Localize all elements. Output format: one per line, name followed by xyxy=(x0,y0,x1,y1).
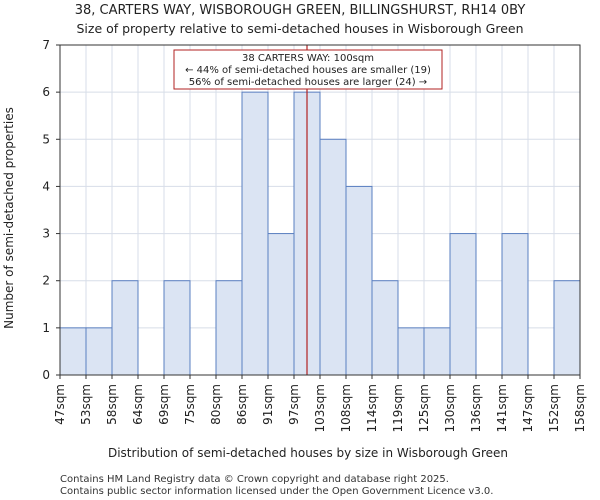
y-tick-label: 7 xyxy=(42,38,50,52)
x-tick-label-97sqm: 97sqm xyxy=(287,384,301,425)
bar-103sqm xyxy=(319,138,347,376)
footer-line-1: Contains HM Land Registry data © Crown c… xyxy=(60,474,449,485)
bar-69sqm xyxy=(163,280,191,376)
x-axis-label: Distribution of semi-detached houses by … xyxy=(108,446,508,460)
x-tick-label-152sqm: 152sqm xyxy=(547,384,561,432)
y-tick-label: 4 xyxy=(42,179,50,193)
chart-subtitle: Size of property relative to semi-detach… xyxy=(76,21,523,36)
bar-125sqm xyxy=(423,327,451,376)
bar-86sqm xyxy=(241,91,269,376)
annotation-box: 38 CARTERS WAY: 100sqm ← 44% of semi-det… xyxy=(173,49,443,90)
y-axis-label: Number of semi-detached properties xyxy=(2,107,16,329)
x-tick-label-141sqm: 141sqm xyxy=(495,384,509,432)
y-tick-label: 5 xyxy=(42,132,50,146)
x-tick-label-69sqm: 69sqm xyxy=(157,384,171,425)
x-tick-label-91sqm: 91sqm xyxy=(261,384,275,425)
annotation-line-1: 38 CARTERS WAY: 100sqm xyxy=(242,53,374,64)
bar-80sqm xyxy=(215,280,243,376)
y-tick-label: 3 xyxy=(42,227,50,241)
y-tick-label: 0 xyxy=(42,368,50,382)
x-tick-label-80sqm: 80sqm xyxy=(209,384,223,425)
annotation-line-3: 56% of semi-detached houses are larger (… xyxy=(189,77,427,88)
bar-152sqm xyxy=(553,280,581,376)
footer-line-2: Contains public sector information licen… xyxy=(60,486,493,497)
y-tick-label: 1 xyxy=(42,321,50,335)
x-tick-label-136sqm: 136sqm xyxy=(469,384,483,432)
bar-53sqm xyxy=(85,327,113,376)
bar-58sqm xyxy=(111,280,139,376)
bar-91sqm xyxy=(267,233,295,376)
bars xyxy=(59,91,581,376)
x-tick-label-114sqm: 114sqm xyxy=(365,384,379,432)
x-tick-label-53sqm: 53sqm xyxy=(79,384,93,425)
bar-141sqm xyxy=(501,233,529,376)
x-tick-label-147sqm: 147sqm xyxy=(521,384,535,432)
x-tick-label-103sqm: 103sqm xyxy=(313,384,327,432)
x-tick-label-108sqm: 108sqm xyxy=(339,384,353,432)
x-tick-label-158sqm: 158sqm xyxy=(573,384,587,432)
bar-119sqm xyxy=(397,327,425,376)
x-tick-label-75sqm: 75sqm xyxy=(183,384,197,425)
bar-108sqm xyxy=(345,185,373,376)
bar-130sqm xyxy=(449,233,477,376)
y-tick-label: 2 xyxy=(42,274,50,288)
x-tick-label-58sqm: 58sqm xyxy=(105,384,119,425)
annotation-line-2: ← 44% of semi-detached houses are smalle… xyxy=(185,65,431,76)
x-tick-labels: 47sqm 53sqm 58sqm 64sqm 69sqm 75sqm 80sqm 86sqm… xyxy=(53,375,587,432)
y-tick-labels: 0 1 2 3 4 5 6 7 xyxy=(42,38,60,382)
x-tick-label-64sqm: 64sqm xyxy=(131,384,145,425)
bar-47sqm xyxy=(59,327,87,376)
x-tick-label-47sqm: 47sqm xyxy=(53,384,67,425)
x-tick-label-119sqm: 119sqm xyxy=(391,384,405,432)
bar-114sqm xyxy=(371,280,399,376)
annotation-frame xyxy=(173,49,443,90)
x-tick-label-125sqm: 125sqm xyxy=(417,384,431,432)
y-tick-label: 6 xyxy=(42,85,50,99)
x-tick-label-86sqm: 86sqm xyxy=(235,384,249,425)
chart-title: 38, CARTERS WAY, WISBOROUGH GREEN, BILLI… xyxy=(75,3,526,18)
x-tick-label-130sqm: 130sqm xyxy=(443,384,457,432)
